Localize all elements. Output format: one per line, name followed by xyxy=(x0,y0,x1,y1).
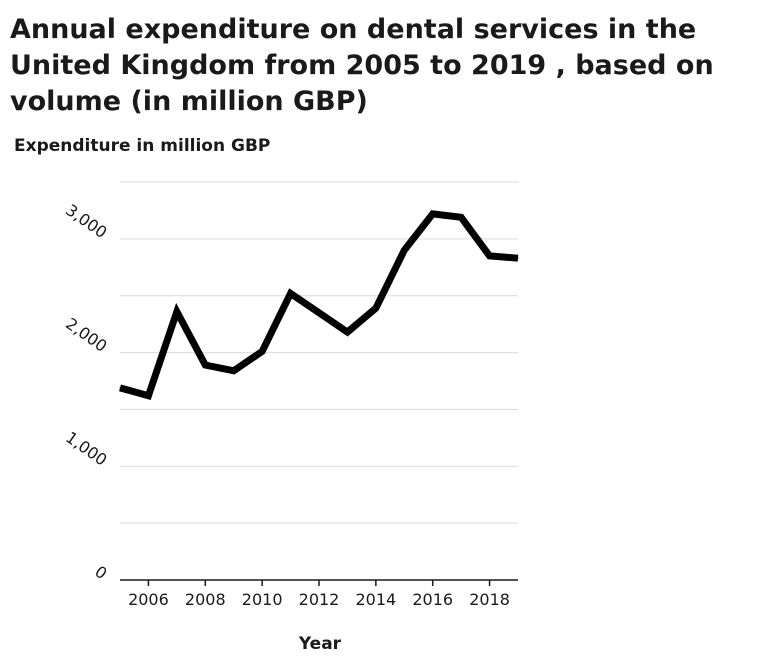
x-tick-label: 2018 xyxy=(469,590,510,609)
x-tick-label: 2014 xyxy=(355,590,396,609)
x-tick-label: 2006 xyxy=(128,590,169,609)
data-point xyxy=(290,292,292,294)
data-point xyxy=(204,364,206,366)
y-axis-label: Expenditure in million GBP xyxy=(14,136,271,156)
data-point xyxy=(432,213,434,215)
x-tick-labels: 2006 2008 2010 2012 2014 2016 2018 xyxy=(128,590,510,609)
y-tick-labels: 0 1,000 2,000 3,000 xyxy=(62,200,110,583)
y-tick-label: 0 xyxy=(91,562,110,583)
x-tick-label: 2008 xyxy=(185,590,226,609)
data-point xyxy=(375,307,377,309)
data-point xyxy=(403,249,405,251)
data-point xyxy=(318,312,320,314)
data-point xyxy=(119,387,121,389)
series-line xyxy=(119,210,519,401)
series-group xyxy=(119,210,519,401)
data-point xyxy=(261,350,263,352)
data-point xyxy=(147,395,149,397)
data-point xyxy=(346,331,348,333)
data-point xyxy=(233,370,235,372)
x-tick-label: 2016 xyxy=(412,590,453,609)
chart-title: Annual expenditure on dental services in… xyxy=(10,14,714,117)
gridlines xyxy=(120,181,518,524)
y-tick-label: 1,000 xyxy=(62,428,110,470)
data-point xyxy=(460,216,462,218)
data-point xyxy=(517,257,519,259)
data-point xyxy=(176,311,178,313)
x-axis xyxy=(120,579,518,586)
data-point xyxy=(489,255,491,257)
x-tick-label: 2012 xyxy=(299,590,340,609)
x-tick-label: 2010 xyxy=(242,590,283,609)
y-tick-label: 3,000 xyxy=(62,200,110,242)
x-axis-label: Year xyxy=(298,634,342,654)
y-tick-label: 2,000 xyxy=(62,314,110,356)
